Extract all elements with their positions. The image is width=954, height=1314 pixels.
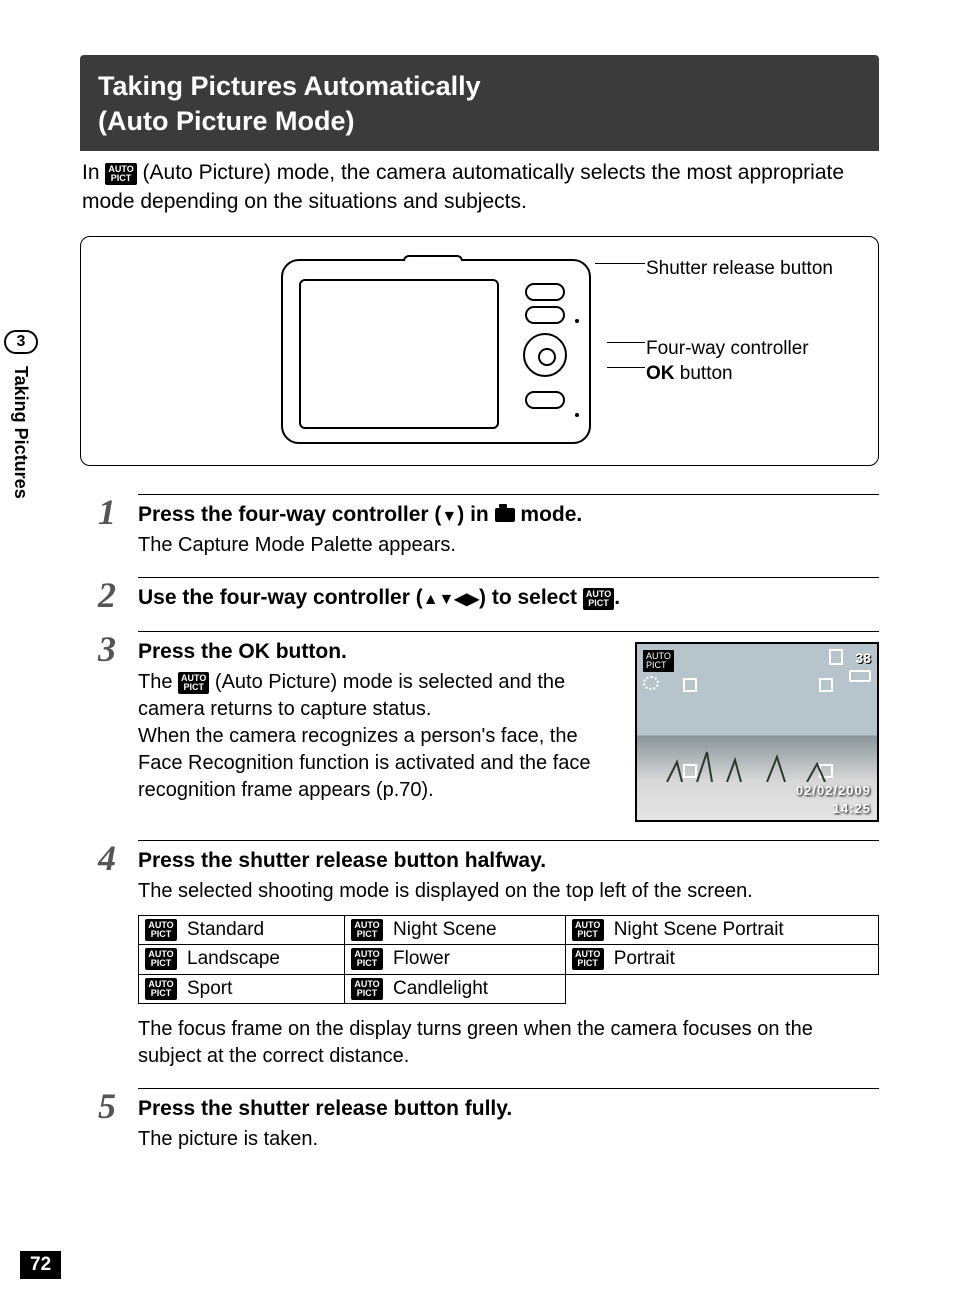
step-number: 2	[80, 577, 116, 613]
mode-icon: AUTOPICT	[572, 919, 604, 941]
four-way-controller-icon	[523, 333, 567, 377]
step-desc: The Capture Mode Palette appears.	[138, 532, 879, 559]
auto-pict-icon: AUTOPICT	[178, 672, 209, 694]
label-ok-suffix: button	[675, 363, 733, 384]
intro-paragraph: In AUTOPICT (Auto Picture) mode, the cam…	[80, 159, 879, 216]
mode-label: Candlelight	[393, 978, 488, 999]
lcd-time: 14:25	[833, 801, 871, 816]
auto-pict-icon: AUTOPICT	[105, 163, 136, 185]
step-number: 3	[80, 631, 116, 822]
camera-top-ridge	[403, 255, 463, 261]
step4-post-desc: The focus frame on the display turns gre…	[138, 1016, 879, 1070]
step-title: Press the OK button.	[138, 638, 619, 665]
mode-icon: AUTOPICT	[145, 978, 177, 1000]
mode-label: Landscape	[187, 949, 280, 970]
table-row: AUTOPICT Standard AUTOPICT Night Scene AUT…	[139, 916, 879, 945]
step-number: 4	[80, 840, 116, 1069]
step-number: 1	[80, 494, 116, 559]
ok-button-label: OK	[238, 640, 270, 663]
mode-label: Night Scene Portrait	[614, 919, 784, 940]
step-body: Press the shutter release button fully. …	[138, 1088, 879, 1153]
shooting-mode-table: AUTOPICT Standard AUTOPICT Night Scene AUT…	[138, 915, 879, 1003]
mode-icon: AUTOPICT	[145, 948, 177, 970]
step-3: 3 Press the OK button. The AUTOPICT (Aut…	[80, 631, 879, 822]
step-desc: The selected shooting mode is displayed …	[138, 878, 879, 905]
step-body: Press the shutter release button halfway…	[138, 840, 879, 1069]
intro-rest: (Auto Picture) mode, the camera automati…	[82, 161, 844, 212]
callout-line	[607, 367, 645, 368]
lcd-date: 02/02/2009	[796, 783, 871, 798]
mode-icon: AUTOPICT	[572, 948, 604, 970]
step-2: 2 Use the four-way controller (▲▼◀▶) to …	[80, 577, 879, 613]
lcd-memory-icon	[829, 649, 843, 665]
lcd-preview: AUTOPICT 38 02/02/2009 14:25	[635, 642, 879, 822]
camera-button-top	[525, 283, 565, 301]
mode-icon: AUTOPICT	[351, 948, 383, 970]
table-row: AUTOPICT Sport AUTOPICT Candlelight	[139, 974, 879, 1003]
mode-icon: AUTOPICT	[351, 978, 383, 1000]
mode-icon: AUTOPICT	[145, 919, 177, 941]
label-shutter: Shutter release button	[646, 257, 866, 282]
lcd-shot-count: 38	[855, 650, 871, 666]
step-4: 4 Press the shutter release button halfw…	[80, 840, 879, 1069]
section-heading: Taking Pictures Automatically (Auto Pict…	[80, 55, 879, 151]
intro-prefix: In	[82, 161, 105, 184]
step-title: Use the four-way controller (▲▼◀▶) to se…	[138, 584, 879, 611]
heading-line2: (Auto Picture Mode)	[98, 106, 355, 136]
camera-diagram: Shutter release button Four-way controll…	[80, 236, 879, 466]
auto-pict-icon: AUTOPICT	[583, 588, 614, 610]
step-desc: The AUTOPICT (Auto Picture) mode is sele…	[138, 669, 619, 804]
step-title: Press the shutter release button halfway…	[138, 847, 879, 874]
label-ok-bold: OK	[646, 363, 675, 384]
mode-icon: AUTOPICT	[351, 919, 383, 941]
four-arrows-icon: ▲▼◀▶	[423, 590, 479, 611]
lcd-mode-icon: AUTOPICT	[643, 650, 674, 672]
step-title: Press the four-way controller (▼) in mod…	[138, 501, 879, 528]
dot-icon	[575, 413, 579, 417]
lcd-battery-icon	[849, 670, 871, 682]
step-body: Press the OK button. The AUTOPICT (Auto …	[138, 631, 879, 822]
camera-button-mid	[525, 306, 565, 324]
callout-line	[607, 342, 645, 343]
step-body: Press the four-way controller (▼) in mod…	[138, 494, 879, 559]
callout-line	[595, 263, 645, 264]
camera-mode-icon	[495, 508, 515, 522]
mode-label: Night Scene	[393, 919, 497, 940]
label-fourway-text: Four-way controller	[646, 338, 809, 359]
label-fourway: Four-way controller OK button	[646, 337, 906, 386]
camera-lcd-outline	[299, 279, 499, 429]
step-body: Use the four-way controller (▲▼◀▶) to se…	[138, 577, 879, 613]
step-5: 5 Press the shutter release button fully…	[80, 1088, 879, 1153]
lcd-scenery	[657, 742, 857, 782]
heading-line1: Taking Pictures Automatically	[98, 71, 481, 101]
step-1: 1 Press the four-way controller (▼) in m…	[80, 494, 879, 559]
steps-list: 1 Press the four-way controller (▼) in m…	[80, 494, 879, 1153]
mode-label: Standard	[187, 919, 264, 940]
camera-body-outline	[281, 259, 591, 444]
camera-button-bottom	[525, 391, 565, 409]
page-content: Taking Pictures Automatically (Auto Pict…	[0, 0, 954, 1314]
lcd-face-icon	[643, 676, 659, 690]
down-arrow-icon: ▼	[441, 507, 457, 528]
step-number: 5	[80, 1088, 116, 1153]
step-title: Press the shutter release button fully.	[138, 1095, 879, 1122]
mode-label: Portrait	[614, 949, 675, 970]
mode-label: Flower	[393, 949, 450, 970]
step-desc: The picture is taken.	[138, 1126, 879, 1153]
table-row: AUTOPICT Landscape AUTOPICT Flower AUTOPIC…	[139, 945, 879, 974]
mode-label: Sport	[187, 978, 232, 999]
dot-icon	[575, 319, 579, 323]
